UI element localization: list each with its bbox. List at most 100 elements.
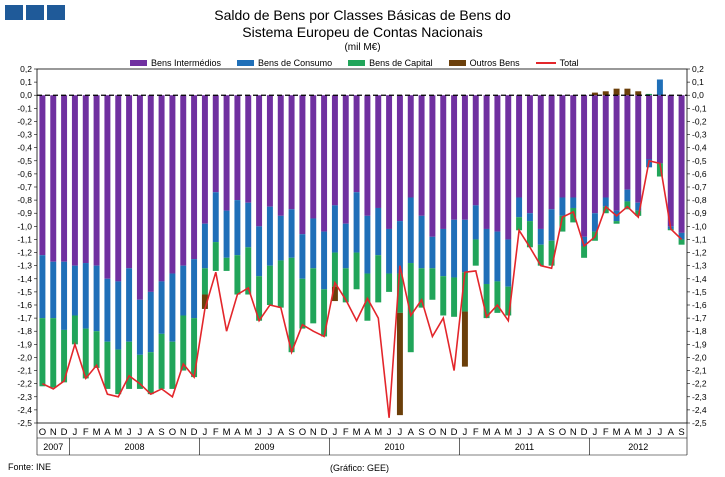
year-label: 2009 <box>254 442 274 452</box>
bar-bens-de-capital <box>71 315 78 345</box>
x-tick-label: M <box>93 427 101 438</box>
bar-bens-intermedios <box>505 95 512 240</box>
y-tick-label-left: 0,2 <box>20 64 32 74</box>
bar-bens-de-consumo <box>440 228 447 277</box>
bar-bens-de-consumo <box>136 299 143 355</box>
x-tick-label: A <box>104 427 111 438</box>
bar-bens-de-consumo <box>364 215 371 274</box>
y-tick-label-right: 0,1 <box>692 77 704 87</box>
line-total <box>42 159 683 418</box>
bar-bens-de-capital <box>461 272 468 312</box>
bar-bens-de-capital <box>321 289 328 337</box>
x-tick-label: J <box>257 427 262 438</box>
y-tick-label-left: -2,5 <box>17 418 32 428</box>
legend-item: Bens Intermédios <box>130 58 221 68</box>
bar-bens-intermedios <box>559 95 566 198</box>
bar-bens-de-capital <box>418 268 425 308</box>
bar-bens-de-consumo <box>256 226 263 277</box>
bar-bens-de-consumo <box>61 261 68 330</box>
bar-bens-de-capital <box>386 273 393 292</box>
bar-outros-bens <box>461 311 468 367</box>
bar-bens-de-consumo <box>581 236 588 246</box>
bar-bens-de-consumo <box>71 265 78 316</box>
x-tick-label: O <box>429 427 436 438</box>
bar-bens-de-consumo <box>191 259 198 319</box>
bar-bens-intermedios <box>126 95 133 269</box>
bar-bens-intermedios <box>407 95 414 198</box>
bar-bens-de-capital <box>581 246 588 258</box>
bar-bens-intermedios <box>624 95 631 190</box>
y-tick-label-left: 0,0 <box>20 90 32 100</box>
bar-bens-de-capital <box>526 221 533 248</box>
x-tick-label: D <box>61 427 68 438</box>
bar-bens-de-capital <box>158 333 165 389</box>
x-tick-label: A <box>148 427 155 438</box>
bar-bens-intermedios <box>169 95 176 274</box>
logo-block <box>5 5 23 20</box>
bar-bens-de-consumo <box>223 210 230 258</box>
bar-bens-de-consumo <box>321 231 328 290</box>
bar-bens-de-capital <box>656 163 663 177</box>
bar-bens-de-consumo <box>461 219 468 273</box>
bar-bens-de-capital <box>310 268 317 324</box>
chart-subtitle: (mil M€) <box>344 42 381 53</box>
x-tick-label: F <box>603 427 609 438</box>
bar-bens-intermedios <box>667 95 674 227</box>
bar-bens-de-capital <box>191 318 198 378</box>
bar-bens-de-consumo <box>266 206 273 266</box>
bar-bens-de-consumo <box>602 197 609 207</box>
bar-bens-de-consumo <box>126 268 133 342</box>
bar-bens-intermedios <box>646 95 653 160</box>
y-tick-label-right: -0,6 <box>692 169 707 179</box>
legend: Bens Intermédios Bens de Consumo Bens de… <box>130 58 579 68</box>
bar-outros-bens <box>201 294 208 309</box>
bar-bens-de-consumo <box>483 228 490 285</box>
bar-bens-de-capital <box>494 281 501 313</box>
bar-bens-de-capital <box>440 276 447 316</box>
bar-bens-de-capital <box>678 239 685 245</box>
credit-label: (Gráfico: GEE) <box>330 463 390 473</box>
bar-bens-de-capital <box>342 268 349 303</box>
bar-bens-de-consumo <box>277 215 284 261</box>
source-label: Fonte: INE <box>8 462 52 472</box>
y-tick-label-right: -2,5 <box>692 418 707 428</box>
bar-bens-de-consumo <box>201 223 208 269</box>
bar-bens-de-consumo <box>537 228 544 245</box>
x-tick-label: M <box>244 427 252 438</box>
y-tick-label-left: -1,9 <box>17 339 32 349</box>
bar-bens-de-capital <box>147 352 154 395</box>
y-tick-label-right: -2,0 <box>692 352 707 362</box>
bar-bens-de-capital <box>624 201 631 210</box>
y-tick-label-left: -0,8 <box>17 195 32 205</box>
bar-bens-de-consumo <box>494 231 501 282</box>
bar-bens-intermedios <box>147 95 154 292</box>
bar-bens-intermedios <box>375 95 382 208</box>
y-tick-label-right: -0,4 <box>692 143 707 153</box>
gee-logo <box>5 5 65 20</box>
bar-bens-de-capital <box>61 329 68 383</box>
y-tick-label-right: -1,4 <box>692 274 707 284</box>
bar-bens-de-consumo <box>158 281 165 334</box>
x-tick-label: J <box>333 427 338 438</box>
x-tick-label: O <box>559 427 566 438</box>
x-tick-label: J <box>268 427 273 438</box>
bar-bens-de-consumo <box>429 236 436 269</box>
y-tick-label-left: -0,9 <box>17 208 32 218</box>
x-tick-label: M <box>223 427 231 438</box>
legend-label: Bens de Capital <box>369 58 433 68</box>
legend-label: Outros Bens <box>469 58 520 68</box>
bar-bens-intermedios <box>321 95 328 232</box>
bar-bens-intermedios <box>483 95 490 229</box>
bar-bens-de-consumo <box>505 239 512 287</box>
x-tick-label: J <box>528 427 533 438</box>
x-tick-label: M <box>613 427 621 438</box>
bar-bens-de-capital <box>646 93 653 96</box>
bar-bens-intermedios <box>180 95 187 266</box>
bar-bens-de-capital <box>169 341 176 389</box>
x-tick-label: M <box>374 427 382 438</box>
bar-bens-de-capital <box>375 255 382 303</box>
x-tick-label: O <box>299 427 306 438</box>
y-tick-label-left: -0,2 <box>17 116 32 126</box>
bar-bens-intermedios <box>635 95 642 203</box>
